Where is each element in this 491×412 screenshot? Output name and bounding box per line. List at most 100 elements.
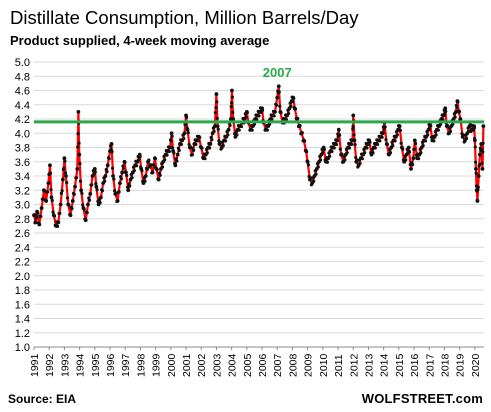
data-point [443,106,448,111]
data-point [64,174,68,178]
data-marker [368,140,372,144]
data-marker [351,125,355,129]
data-marker [98,201,102,205]
data-point [156,177,161,182]
data-point [208,142,213,146]
data-marker [237,128,241,132]
data-point [88,191,93,196]
data-marker [337,133,342,137]
data-marker [347,146,352,150]
data-point [230,88,234,93]
data-marker [338,147,342,151]
data-marker [434,133,438,137]
data-marker [52,214,57,218]
data-point [475,199,480,203]
x-tick-label: 2013 [363,353,375,377]
data-marker [303,139,307,143]
data-point [173,163,178,168]
data-marker [36,211,40,215]
x-tick-label: 2019 [455,353,467,377]
data-point [406,145,411,150]
data-point [73,184,77,189]
data-marker [235,133,239,137]
data-marker [152,164,156,168]
y-axis: 1.0 1.2 1.4 1.6 1.8 2.0 2.2 2.4 2.6 2.8 3.0 3.2 3.4 3… [15,57,30,354]
data-point [49,195,54,200]
x-axis: 1991 1992 1993 1994 1995 1996 1997 1998 1999 2000… [29,346,484,377]
data-marker [123,160,127,165]
data-marker [412,147,416,151]
data-point [276,84,281,89]
x-tick-label: 1997 [120,353,132,377]
data-marker [325,160,330,164]
data-marker [481,141,485,145]
x-tick-label: 2018 [439,353,451,377]
data-marker [350,142,354,147]
data-marker [80,191,84,195]
data-marker [103,179,107,183]
data-point [185,127,190,132]
data-point [351,113,356,118]
data-marker [292,96,296,100]
data-marker [128,184,132,188]
data-marker [169,139,173,143]
data-marker [481,150,485,154]
data-point [115,199,120,203]
data-point [412,138,417,143]
x-tick-label: 2005 [242,353,254,377]
y-tick-label: 4.8 [15,71,30,83]
data-marker [429,124,433,128]
data-point [476,174,481,178]
data-marker [132,168,136,173]
data-marker [63,159,67,163]
x-tick-label: 2007 [272,353,284,377]
data-marker [426,133,430,137]
data-point [75,166,80,171]
gridlines [34,61,484,348]
data-point [39,206,44,210]
data-marker [391,144,395,148]
data-marker [355,158,359,162]
data-marker [59,191,63,195]
y-tick-label: 4.2 [15,114,30,126]
y-tick-label: 3.6 [15,157,30,169]
data-marker [289,104,293,109]
data-point [169,131,174,136]
data-point [86,202,90,207]
data-marker [229,105,233,109]
x-tick-label: 1995 [90,353,102,377]
data-marker [158,173,162,177]
data-point [182,131,187,136]
data-marker [343,158,347,162]
data-point [48,163,52,168]
y-tick-label: 1.0 [15,342,30,354]
data-marker [378,139,382,143]
x-tick-label: 2011 [333,354,345,377]
data-marker [231,110,235,114]
data-marker [65,181,69,185]
x-tick-label: 2008 [287,353,299,377]
data-point [226,127,231,132]
data-marker [221,144,225,148]
data-marker [257,114,261,118]
data-marker [473,160,478,164]
data-marker [268,122,272,126]
data-marker [255,117,259,122]
data-point [83,218,88,223]
data-marker [287,111,291,116]
data-marker [135,164,139,168]
data-marker [476,188,480,192]
x-tick-label: 2009 [303,353,315,377]
x-tick-label: 1999 [151,353,163,377]
data-marker [210,138,214,142]
data-point [70,199,75,203]
data-point [336,127,341,132]
data-marker [432,139,436,143]
data-marker [62,166,66,170]
data-marker [153,157,157,161]
data-marker [385,143,390,147]
data-marker [474,171,478,175]
data-marker [279,110,283,115]
data-marker [70,206,74,211]
data-marker [318,158,323,162]
